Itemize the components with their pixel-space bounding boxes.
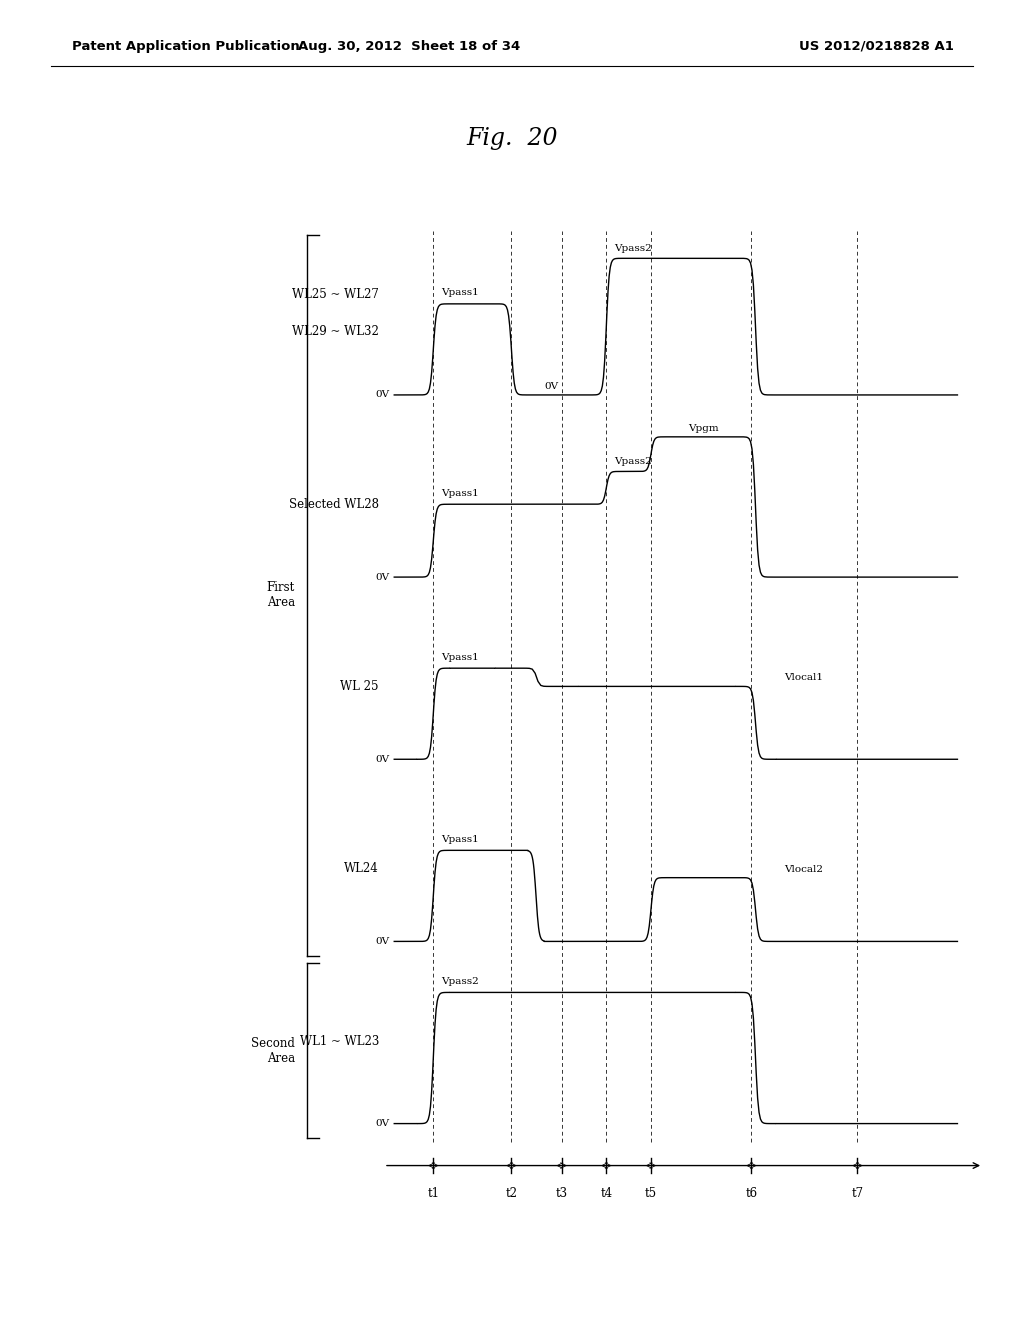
Text: 0V: 0V	[375, 391, 389, 400]
Text: WL1 ~ WL23: WL1 ~ WL23	[299, 1035, 379, 1048]
Text: 0V: 0V	[375, 573, 389, 582]
Text: 0V: 0V	[375, 937, 389, 946]
Text: Vpass1: Vpass1	[441, 488, 479, 498]
Text: Vlocal1: Vlocal1	[784, 673, 823, 682]
Text: t3: t3	[556, 1187, 567, 1200]
Text: WL24: WL24	[344, 862, 379, 875]
Text: Vpass1: Vpass1	[441, 288, 479, 297]
Text: Vpass2: Vpass2	[614, 457, 652, 466]
Text: Patent Application Publication: Patent Application Publication	[72, 40, 299, 53]
Text: 0V: 0V	[375, 755, 389, 764]
Text: Second
Area: Second Area	[251, 1036, 295, 1065]
Text: WL25 ~ WL27: WL25 ~ WL27	[292, 288, 379, 301]
Text: t4: t4	[600, 1187, 612, 1200]
Text: WL 25: WL 25	[340, 680, 379, 693]
Text: t2: t2	[506, 1187, 517, 1200]
Text: Fig.  20: Fig. 20	[466, 127, 558, 150]
Text: Selected WL28: Selected WL28	[289, 498, 379, 511]
Text: Vpass1: Vpass1	[441, 652, 479, 661]
Text: Vpass1: Vpass1	[441, 834, 479, 843]
Text: t5: t5	[645, 1187, 657, 1200]
Text: t1: t1	[427, 1187, 439, 1200]
Text: Vpass2: Vpass2	[441, 977, 479, 986]
Text: Vpgm: Vpgm	[688, 424, 719, 433]
Text: First
Area: First Area	[266, 581, 295, 610]
Text: Aug. 30, 2012  Sheet 18 of 34: Aug. 30, 2012 Sheet 18 of 34	[298, 40, 521, 53]
Text: t6: t6	[745, 1187, 758, 1200]
Text: WL29 ~ WL32: WL29 ~ WL32	[292, 325, 379, 338]
Text: t7: t7	[851, 1187, 863, 1200]
Text: 0V: 0V	[375, 1119, 389, 1129]
Text: US 2012/0218828 A1: US 2012/0218828 A1	[799, 40, 953, 53]
Text: 0V: 0V	[544, 381, 558, 391]
Text: Vlocal2: Vlocal2	[784, 865, 823, 874]
Text: Vpass2: Vpass2	[614, 244, 652, 253]
